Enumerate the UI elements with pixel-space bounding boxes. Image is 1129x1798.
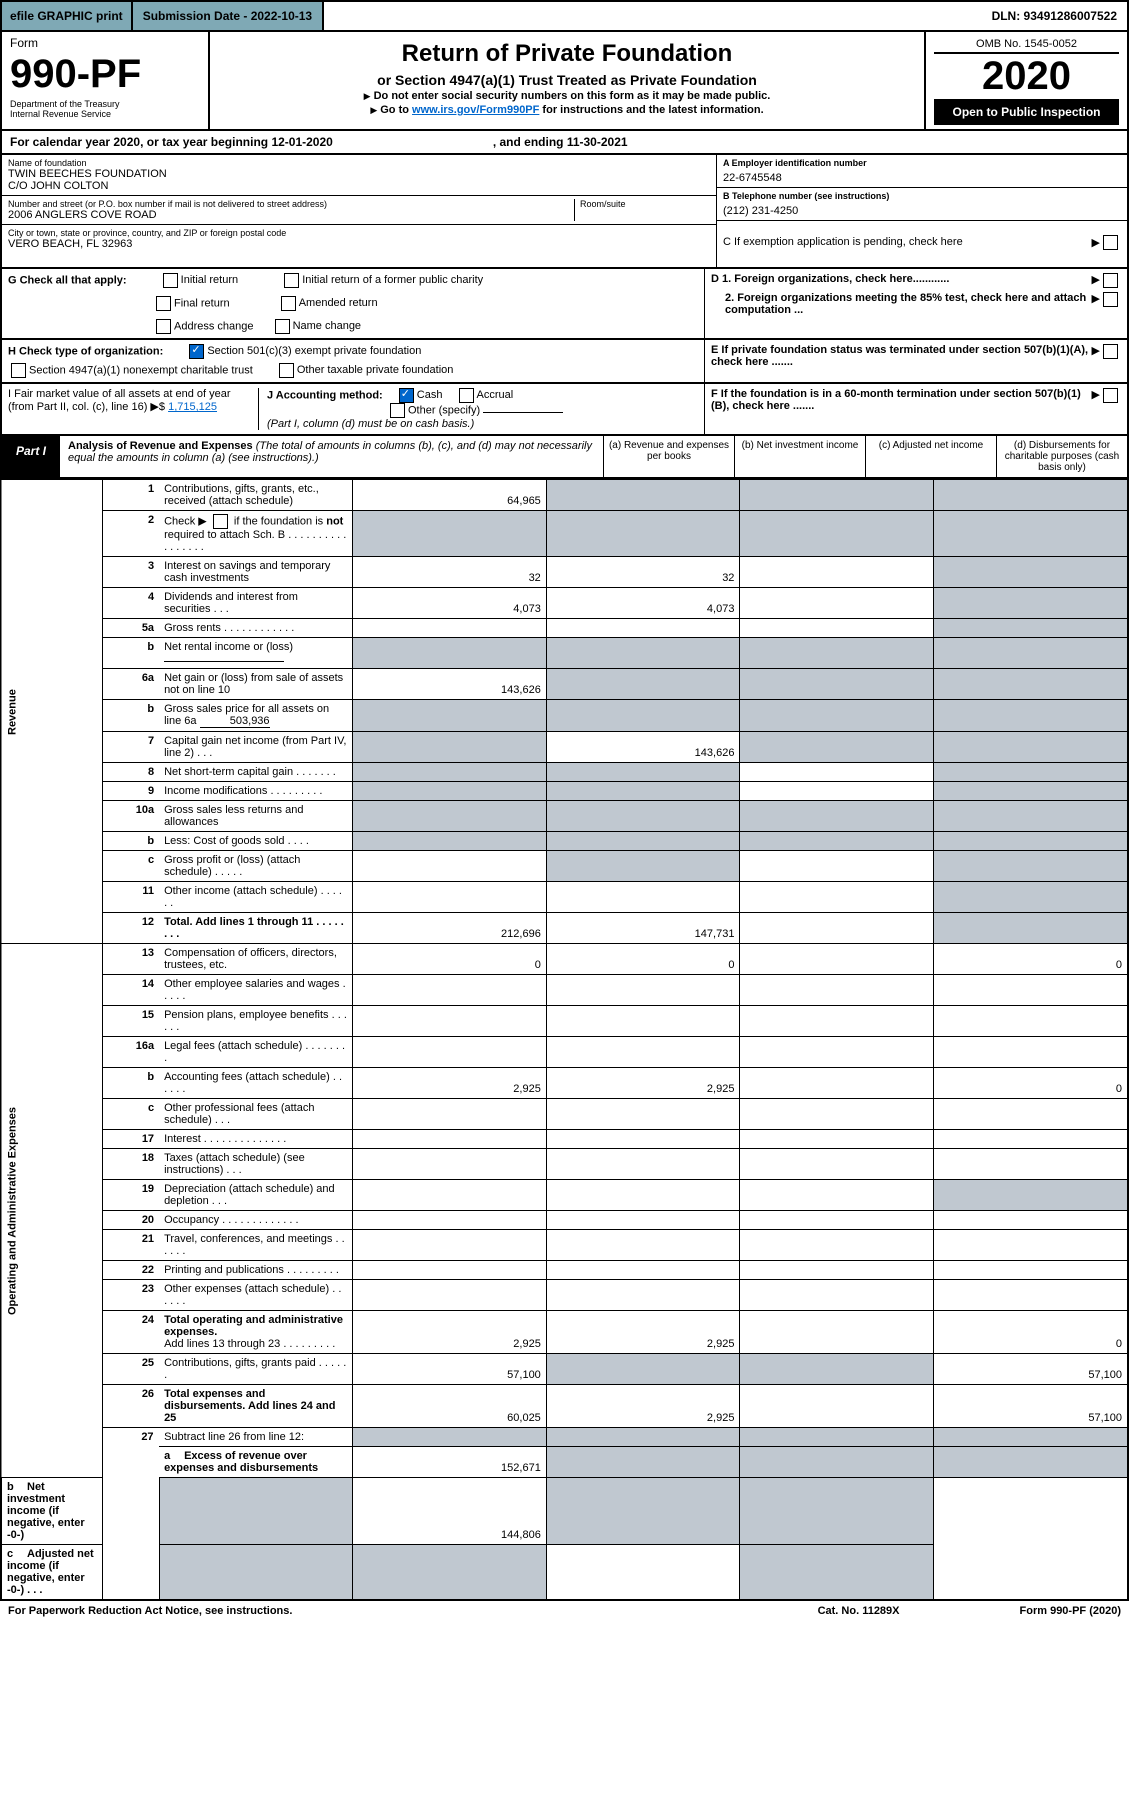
- city-label: City or town, state or province, country…: [8, 228, 710, 238]
- tel-label: B Telephone number (see instructions): [723, 191, 889, 201]
- j-cash-checkbox[interactable]: [399, 388, 414, 403]
- g-opt-5: Name change: [293, 320, 362, 332]
- tel-value: (212) 231-4250: [723, 205, 1121, 217]
- section-g-h: G Check all that apply: Initial return I…: [0, 269, 1129, 340]
- section-h: H Check type of organization: Section 50…: [0, 340, 1129, 384]
- h-opt-2: Section 4947(a)(1) nonexempt charitable …: [29, 364, 253, 376]
- g-initial-checkbox[interactable]: [163, 273, 178, 288]
- instruction-2a: Go to: [380, 104, 412, 116]
- form-header: Form 990-PF Department of the Treasury I…: [0, 32, 1129, 131]
- submission-date: Submission Date - 2022-10-13: [133, 2, 324, 30]
- d1-checkbox[interactable]: [1103, 273, 1118, 288]
- footer-form: Form 990-PF (2020): [1020, 1605, 1121, 1617]
- g-label: G Check all that apply:: [8, 274, 127, 286]
- cal-end: , and ending 11-30-2021: [493, 135, 628, 149]
- g-address-checkbox[interactable]: [156, 319, 171, 334]
- addr-label: Number and street (or P.O. box number if…: [8, 199, 574, 209]
- revenue-expense-table: Revenue 1Contributions, gifts, grants, e…: [0, 479, 1129, 1601]
- h-opt-1: Section 501(c)(3) exempt private foundat…: [207, 345, 421, 357]
- omb-number: OMB No. 1545-0052: [934, 36, 1119, 54]
- g-opt-3: Amended return: [299, 297, 378, 309]
- ein-value: 22-6745548: [723, 172, 1121, 184]
- revenue-label: Revenue: [1, 480, 102, 944]
- h-501c3-checkbox[interactable]: [189, 344, 204, 359]
- j-cash: Cash: [417, 389, 443, 401]
- g-opt-0: Initial return: [181, 274, 238, 286]
- form-subtitle: or Section 4947(a)(1) Trust Treated as P…: [218, 72, 916, 88]
- j-other-checkbox[interactable]: [390, 403, 405, 418]
- ein-label: A Employer identification number: [723, 158, 867, 168]
- g-final-checkbox[interactable]: [156, 296, 171, 311]
- col-a-header: (a) Revenue and expenses per books: [603, 436, 734, 477]
- irs-label: Internal Revenue Service: [10, 109, 200, 119]
- h-4947-checkbox[interactable]: [11, 363, 26, 378]
- e-label: E If private foundation status was termi…: [711, 344, 1088, 368]
- form-label: Form: [10, 36, 200, 50]
- d2-label: 2. Foreign organizations meeting the 85%…: [725, 292, 1086, 316]
- g-name-checkbox[interactable]: [275, 319, 290, 334]
- g-amended-checkbox[interactable]: [281, 296, 296, 311]
- part-1-tab: Part I: [2, 436, 60, 477]
- g-opt-4: Address change: [174, 320, 254, 332]
- tax-year: 2020: [934, 54, 1119, 99]
- open-public-badge: Open to Public Inspection: [934, 99, 1119, 125]
- g-opt-2: Final return: [174, 297, 230, 309]
- form-number: 990-PF: [10, 52, 200, 97]
- page-footer: For Paperwork Reduction Act Notice, see …: [0, 1601, 1129, 1621]
- 27b-n: b: [7, 1481, 27, 1493]
- j-accrual-checkbox[interactable]: [459, 388, 474, 403]
- sch-b-checkbox[interactable]: [213, 514, 228, 529]
- col-d-header: (d) Disbursements for charitable purpose…: [996, 436, 1127, 477]
- j-accrual: Accrual: [477, 389, 514, 401]
- section-i-j: I Fair market value of all assets at end…: [0, 384, 1129, 436]
- d1-label: D 1. Foreign organizations, check here..…: [711, 273, 949, 285]
- j-label: J Accounting method:: [267, 389, 383, 401]
- instruction-1: Do not enter social security numbers on …: [374, 90, 771, 102]
- irs-link[interactable]: www.irs.gov/Form990PF: [412, 104, 539, 116]
- j-other: Other (specify): [408, 404, 480, 416]
- city-value: VERO BEACH, FL 32963: [8, 238, 710, 250]
- h-opt-3: Other taxable private foundation: [297, 364, 454, 376]
- f-checkbox[interactable]: [1103, 388, 1118, 403]
- footer-left: For Paperwork Reduction Act Notice, see …: [8, 1605, 292, 1617]
- f-label: F If the foundation is in a 60-month ter…: [711, 388, 1081, 412]
- room-label: Room/suite: [580, 199, 710, 209]
- efile-print-button[interactable]: efile GRAPHIC print: [2, 2, 133, 30]
- name-label: Name of foundation: [8, 158, 710, 168]
- part-1-title: Analysis of Revenue and Expenses: [68, 440, 253, 452]
- 27c-n: c: [7, 1548, 27, 1560]
- part-1-header: Part I Analysis of Revenue and Expenses …: [0, 436, 1129, 479]
- foundation-info: Name of foundation TWIN BEECHES FOUNDATI…: [0, 155, 1129, 269]
- e-checkbox[interactable]: [1103, 344, 1118, 359]
- foundation-co: C/O JOHN COLTON: [8, 180, 710, 192]
- calendar-year-bar: For calendar year 2020, or tax year begi…: [0, 131, 1129, 155]
- instruction-2b: for instructions and the latest informat…: [539, 104, 763, 116]
- col-c-header: (c) Adjusted net income: [865, 436, 996, 477]
- h-label: H Check type of organization:: [8, 345, 163, 357]
- form-title: Return of Private Foundation: [218, 40, 916, 68]
- efile-bar: efile GRAPHIC print Submission Date - 20…: [0, 0, 1129, 32]
- g-opt-1: Initial return of a former public charit…: [302, 274, 483, 286]
- c-checkbox[interactable]: [1103, 235, 1118, 250]
- address: 2006 ANGLERS COVE ROAD: [8, 209, 574, 221]
- h-other-checkbox[interactable]: [279, 363, 294, 378]
- foundation-name: TWIN BEECHES FOUNDATION: [8, 168, 710, 180]
- j-note: (Part I, column (d) must be on cash basi…: [267, 418, 698, 430]
- d2-checkbox[interactable]: [1103, 292, 1118, 307]
- g-former-checkbox[interactable]: [284, 273, 299, 288]
- 27a-n: a: [164, 1450, 184, 1462]
- c-label: C If exemption application is pending, c…: [723, 236, 1092, 248]
- footer-cat: Cat. No. 11289X: [818, 1605, 900, 1617]
- expenses-label: Operating and Administrative Expenses: [1, 944, 102, 1478]
- dln: DLN: 93491286007522: [982, 2, 1127, 30]
- dept-label: Department of the Treasury: [10, 99, 200, 109]
- col-b-header: (b) Net investment income: [734, 436, 865, 477]
- i-value[interactable]: 1,715,125: [168, 401, 217, 413]
- cal-begin: For calendar year 2020, or tax year begi…: [10, 135, 333, 149]
